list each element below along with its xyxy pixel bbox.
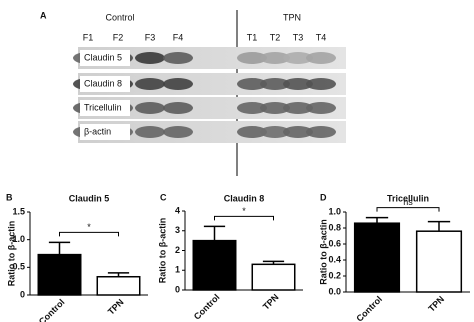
lane-label: T1 (247, 32, 258, 42)
x-tick-label: TPN (106, 297, 126, 317)
y-tick-label: 0 (20, 289, 25, 299)
blot-band (306, 102, 336, 114)
lane-label: F1 (83, 32, 94, 42)
chart-title: Tricellulin (387, 193, 429, 203)
panel-label: D (320, 192, 327, 202)
blot-band (260, 102, 290, 114)
y-tick-label: 4 (175, 205, 180, 215)
bar (415, 230, 463, 293)
x-tick-label: Control (354, 294, 384, 322)
bar (96, 275, 141, 296)
bar (192, 239, 237, 291)
y-tick-label: 0.0 (328, 286, 341, 296)
blot-band (283, 126, 313, 138)
blot-band (306, 126, 336, 138)
lane-label: T3 (293, 32, 304, 42)
bar (37, 253, 82, 296)
row-label-box (80, 50, 130, 66)
y-tick-label: 0.5 (12, 262, 25, 272)
y-tick-label: 0.8 (328, 222, 341, 232)
blot-band (237, 52, 267, 64)
row-label: Claudin 5 (84, 52, 122, 62)
bar (353, 222, 401, 293)
y-tick-label: 3 (175, 225, 180, 235)
blot-band (283, 52, 313, 64)
y-tick-label: 0.6 (328, 238, 341, 248)
blot-band (163, 102, 193, 114)
x-tick-label: TPN (261, 292, 281, 312)
significance-bracket (214, 215, 274, 221)
blot-band (237, 78, 267, 90)
blot-band (260, 126, 290, 138)
blot-band (260, 52, 290, 64)
y-tick-label: 0 (175, 284, 180, 294)
blot-band (237, 126, 267, 138)
panel-label: C (160, 192, 167, 202)
x-tick-label: TPN (426, 294, 446, 314)
panel-label: A (40, 10, 47, 20)
blot-band (306, 52, 336, 64)
y-tick-label: 1.5 (12, 206, 25, 216)
blot-band (135, 52, 165, 64)
blot-band (135, 78, 165, 90)
row-label-box (80, 124, 130, 140)
panel-label: B (6, 192, 13, 202)
y-tick-label: 1 (175, 265, 180, 275)
y-axis-label: Ratio to β-actin (6, 221, 16, 287)
row-label: Claudin 8 (84, 78, 122, 88)
chart-title: Claudin 8 (224, 193, 265, 203)
significance-label: * (87, 222, 91, 232)
x-tick-label: Control (37, 297, 67, 322)
lane-label: T4 (316, 32, 327, 42)
row-label-box (80, 76, 130, 92)
group-label: Control (105, 12, 134, 22)
row-label-box (80, 100, 130, 116)
blot-band (163, 52, 193, 64)
blot-band (237, 102, 267, 114)
lane-label: F4 (173, 32, 184, 42)
y-tick-label: 1.0 (328, 206, 341, 216)
significance-bracket (59, 231, 119, 237)
chart-title: Claudin 5 (69, 193, 110, 203)
y-tick-label: 0.2 (328, 270, 341, 280)
blot-band (306, 78, 336, 90)
lane-label: F2 (113, 32, 124, 42)
blot-band (283, 102, 313, 114)
blot-band (163, 78, 193, 90)
blot-band (283, 78, 313, 90)
blot-band (135, 102, 165, 114)
x-tick-label: Control (192, 292, 222, 322)
group-label: TPN (283, 12, 301, 22)
significance-bracket (376, 207, 440, 212)
lane-label: F3 (145, 32, 156, 42)
row-label: β-actin (84, 126, 111, 136)
lane-label: T2 (270, 32, 281, 42)
blot-band (135, 126, 165, 138)
significance-label: ns (403, 197, 413, 207)
bar (251, 263, 296, 291)
y-tick-label: 0.4 (328, 254, 341, 264)
y-axis-label: Ratio to β-actin (318, 219, 328, 285)
y-tick-label: 1.0 (12, 234, 25, 244)
blot-band (260, 78, 290, 90)
row-label: Tricellulin (84, 102, 122, 112)
blot-band (163, 126, 193, 138)
significance-label: * (242, 206, 246, 216)
y-tick-label: 2 (175, 245, 180, 255)
y-axis-label: Ratio to β-actin (157, 218, 167, 284)
